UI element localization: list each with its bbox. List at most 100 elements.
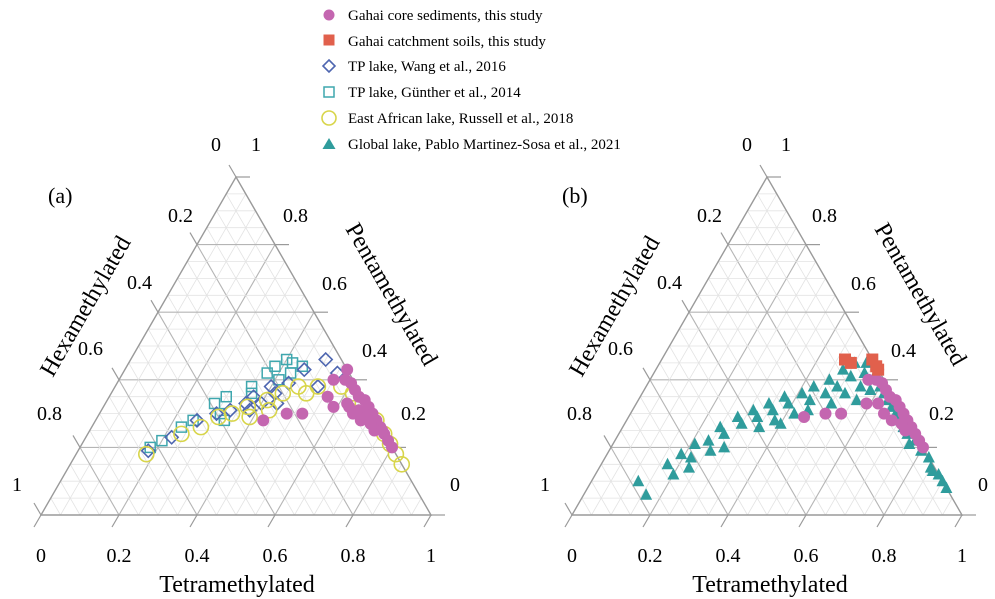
minor-grid-line — [138, 261, 286, 516]
minor-grid-line — [630, 227, 797, 516]
left-tick-mark — [150, 299, 159, 313]
minor-grid-line — [108, 396, 178, 516]
bottom-tick-mark — [564, 514, 573, 528]
legend-marker-circle-filled — [323, 9, 335, 21]
minor-grid-line — [717, 261, 865, 516]
data-point-square-open — [269, 360, 281, 373]
data-point-circle-open — [274, 385, 292, 402]
left-axis-ticks: 1 0.8 0.6 0.4 0.2 0 — [12, 134, 221, 496]
right-tick-label: 0 — [978, 474, 988, 496]
left-tick-label: 0.4 — [657, 272, 682, 294]
data-point-triangle-filled — [864, 383, 877, 395]
legend-item-global-lake: Global lake, Pablo Martinez-Sosa et al.,… — [322, 137, 621, 153]
minor-grid-line — [659, 362, 748, 516]
legend-label: TP lake, Günther et al., 2014 — [348, 85, 521, 101]
data-point-diamond-open — [296, 362, 312, 378]
axis-title-bottom: Tetramethylated — [692, 572, 848, 598]
left-tick-label: 1 — [540, 474, 550, 496]
data-point-triangle-filled — [926, 464, 939, 477]
left-tick-mark — [564, 502, 573, 516]
minor-grid-line — [698, 295, 826, 516]
data-point-triangle-filled — [702, 434, 715, 446]
legend-label: East African lake, Russell et al., 2018 — [348, 111, 573, 127]
bottom-tick-label: 1 — [957, 545, 967, 567]
legend-marker-diamond-open — [321, 58, 337, 74]
data-point-circle-filled — [899, 424, 912, 437]
bottom-tick-label: 0 — [567, 545, 577, 567]
minor-grid-line — [128, 362, 217, 516]
right-tick-label: 1 — [781, 134, 791, 156]
data-points — [138, 351, 411, 473]
legend-label: Gahai catchment soils, this study — [348, 34, 546, 50]
data-point-triangle-filled — [940, 481, 953, 493]
left-tick-mark — [759, 164, 768, 178]
legend-item-gahai-soils: Gahai catchment soils, this study — [323, 34, 546, 50]
data-point-circle-open — [393, 455, 411, 473]
left-tick-label: 1 — [12, 474, 22, 496]
data-point-diamond-open — [242, 402, 258, 418]
ternary-panel-b: 0 0.2 0.4 0.6 0.8 1 0 0.2 0.4 0.6 0.8 1 … — [540, 134, 988, 598]
data-point-triangle-filled — [718, 427, 731, 439]
left-tick-mark — [720, 232, 729, 245]
data-point-circle-filled — [327, 373, 340, 386]
data-point-circle-open — [138, 445, 155, 463]
data-point-circle-filled — [341, 363, 354, 376]
data-point-circle-filled — [296, 407, 309, 420]
left-tick-label: 0.6 — [78, 338, 103, 360]
left-tick-label: 0 — [211, 134, 221, 156]
left-tick-mark — [72, 435, 81, 448]
data-point-triangle-filled — [684, 451, 697, 463]
data-point-triangle-filled — [661, 457, 674, 470]
data-point-circle-open — [192, 418, 210, 436]
right-tick-label: 0.6 — [851, 273, 876, 295]
left-tick-mark — [681, 299, 690, 313]
minor-grid-line — [391, 481, 412, 516]
minor-grid-line — [333, 430, 383, 516]
data-point-triangle-filled — [718, 440, 731, 453]
data-point-circle-filled — [280, 407, 293, 420]
data-point-square-open — [273, 374, 285, 386]
left-tick-label: 0.8 — [37, 403, 62, 425]
major-grid-line — [610, 447, 651, 516]
minor-grid-line — [669, 261, 817, 516]
minor-grid-line — [678, 328, 787, 516]
axis-title-right: Pentamethylated — [340, 219, 442, 371]
data-point-circle-filled — [343, 400, 356, 413]
minor-grid-line — [600, 464, 631, 516]
data-point-triangle-filled — [774, 417, 787, 429]
minor-grid-line — [60, 193, 247, 516]
data-point-diamond-open — [189, 412, 205, 428]
minor-grid-line — [99, 413, 159, 516]
left-tick-label: 0.6 — [608, 338, 633, 360]
data-point-square-filled — [844, 356, 857, 369]
triangle-outline — [570, 175, 964, 516]
data-point-circle-filled — [878, 407, 890, 420]
major-grid-line — [883, 447, 924, 516]
data-point-triangle-filled — [837, 363, 850, 375]
data-point-triangle-filled — [803, 393, 816, 406]
bottom-tick-mark — [189, 514, 198, 528]
legend-item-east-african-lake: East African lake, Russell et al., 2018 — [321, 110, 573, 127]
data-point-triangle-filled — [782, 396, 795, 409]
bottom-tick-label: 1 — [426, 545, 436, 567]
data-point-triangle-filled — [850, 393, 863, 406]
data-point-triangle-filled — [632, 474, 645, 487]
legend-item-gahai-core: Gahai core sediments, this study — [323, 8, 543, 24]
bottom-tick-label: 0.4 — [185, 545, 210, 567]
data-point-triangle-filled — [839, 386, 851, 399]
right-tick-label: 0 — [450, 474, 460, 496]
bottom-tick-label: 0.2 — [107, 545, 132, 567]
minor-grid-line — [591, 481, 612, 516]
right-tick-label: 0.8 — [812, 205, 837, 227]
bottom-tick-label: 0 — [36, 545, 46, 567]
data-point-diamond-open — [164, 429, 180, 445]
minor-grid-line — [581, 497, 592, 516]
left-tick-mark — [33, 502, 42, 516]
minor-grid-line — [50, 497, 61, 516]
minor-grid-line — [372, 464, 403, 516]
bottom-tick-mark — [423, 514, 432, 528]
left-tick-mark — [603, 435, 612, 448]
minor-grid-line — [903, 464, 934, 516]
bottom-tick-label: 0.6 — [794, 545, 819, 567]
data-point-diamond-open — [140, 443, 156, 459]
